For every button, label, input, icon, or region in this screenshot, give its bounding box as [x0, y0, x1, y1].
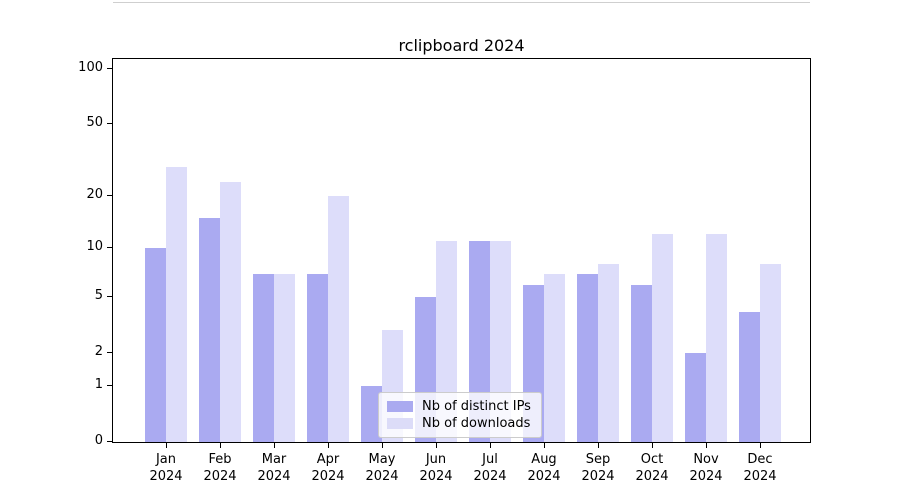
x-tick-label-jul: Jul 2024 — [473, 452, 507, 484]
legend-swatch-downloads-icon — [387, 418, 413, 429]
bar-distinct-ips-feb — [199, 217, 220, 442]
y-tick-mark — [107, 384, 112, 386]
y-tick-label: 0 — [94, 433, 103, 448]
bar-downloads-mar — [274, 273, 295, 442]
bar-distinct-ips-mar — [253, 273, 274, 442]
bar-distinct-ips-apr — [307, 273, 328, 442]
y-tick-label: 20 — [86, 186, 103, 202]
x-tick-label-jan: Jan 2024 — [149, 452, 183, 484]
y-tick-label: 10 — [86, 238, 103, 254]
legend: Nb of distinct IPs Nb of downloads — [378, 392, 542, 438]
y-tick-mark — [107, 441, 112, 442]
x-tick-mark — [598, 443, 599, 448]
y-tick-label: 50 — [86, 114, 103, 130]
x-tick-mark — [760, 443, 761, 448]
bar-distinct-ips-may — [361, 385, 382, 442]
x-tick-label-aug: Aug 2024 — [527, 452, 561, 484]
chart-title: rclipboard 2024 — [398, 36, 525, 55]
x-tick-mark — [220, 443, 221, 448]
x-tick-mark — [274, 443, 275, 448]
y-tick-mark — [107, 194, 112, 196]
bar-downloads-feb — [220, 181, 241, 442]
bar-distinct-ips-oct — [631, 284, 652, 442]
x-tick-mark — [328, 443, 329, 448]
y-tick-mark — [107, 246, 112, 248]
y-tick-mark — [107, 122, 112, 124]
plot-area — [112, 1, 811, 443]
x-tick-mark — [652, 443, 653, 448]
x-tick-mark — [706, 443, 707, 448]
y-tick-label: 2 — [94, 344, 103, 360]
y-tick-label: 1 — [94, 376, 103, 392]
y-tick-mark — [107, 67, 112, 69]
y-tick-label: 5 — [94, 288, 103, 304]
x-tick-label-jun: Jun 2024 — [419, 452, 453, 484]
bar-distinct-ips-jul — [469, 240, 490, 442]
x-tick-mark — [382, 443, 383, 448]
bar-downloads-jun — [436, 240, 457, 442]
bar-distinct-ips-sep — [577, 273, 598, 442]
major-gridline — [113, 1, 810, 3]
legend-swatch-distinct-ips-icon — [387, 401, 413, 412]
x-tick-mark — [436, 443, 437, 448]
bar-downloads-apr — [328, 195, 349, 442]
y-tick-mark — [107, 296, 112, 298]
x-tick-mark — [490, 443, 491, 448]
x-tick-label-oct: Oct 2024 — [635, 452, 669, 484]
bar-downloads-dec — [760, 264, 781, 442]
x-tick-label-nov: Nov 2024 — [689, 452, 723, 484]
bar-downloads-jan — [166, 166, 187, 442]
legend-label-distinct-ips: Nb of distinct IPs — [422, 399, 531, 414]
x-tick-label-may: May 2024 — [365, 452, 399, 484]
x-tick-label-dec: Dec 2024 — [743, 452, 777, 484]
x-tick-label-sep: Sep 2024 — [581, 452, 615, 484]
legend-item-downloads: Nb of downloads — [387, 415, 533, 432]
bar-distinct-ips-nov — [685, 353, 706, 442]
legend-label-downloads: Nb of downloads — [422, 416, 531, 431]
bar-downloads-sep — [598, 264, 619, 442]
y-tick-label: 100 — [78, 59, 103, 75]
bar-distinct-ips-jan — [145, 248, 166, 442]
x-tick-mark — [166, 443, 167, 448]
x-tick-mark — [544, 443, 545, 448]
y-tick-mark — [107, 352, 112, 354]
bar-downloads-jul — [490, 240, 511, 442]
x-tick-label-mar: Mar 2024 — [257, 452, 291, 484]
bar-downloads-aug — [544, 273, 565, 442]
x-tick-label-apr: Apr 2024 — [311, 452, 345, 484]
x-tick-label-feb: Feb 2024 — [203, 452, 237, 484]
bar-distinct-ips-dec — [739, 311, 760, 442]
bar-downloads-oct — [652, 234, 673, 442]
bar-downloads-nov — [706, 234, 727, 442]
legend-item-distinct-ips: Nb of distinct IPs — [387, 398, 533, 415]
